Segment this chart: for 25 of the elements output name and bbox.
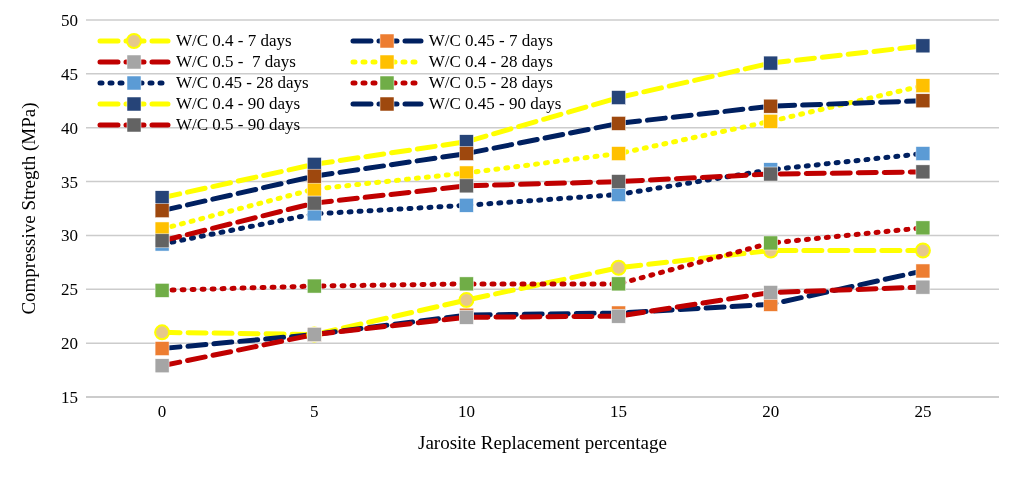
y-tick-label: 30 (61, 226, 78, 246)
x-tick-label: 20 (762, 402, 780, 422)
x-tick-label: 5 (310, 402, 319, 422)
x-tick-label: 15 (610, 402, 628, 422)
x-axis-title: Jarosite Replacement percentage (418, 432, 667, 453)
x-tick-label: 25 (914, 402, 932, 422)
y-tick-label: 20 (61, 334, 78, 354)
y-axis-title: Compressive Stregth (MPa) (17, 102, 40, 315)
y-tick-label: 50 (61, 11, 78, 31)
y-tick-label: 45 (61, 64, 78, 84)
legend-label: W/C 0.4 - 28 days (428, 51, 553, 72)
legend-label: W/C 0.5 - 90 days (176, 114, 301, 135)
y-tick-label: 35 (61, 172, 78, 192)
legend-label: W/C 0.45 - 7 days (428, 30, 553, 51)
legend-label: W/C 0.5 - 28 days (428, 72, 553, 93)
x-tick-label: 0 (157, 402, 167, 422)
legend-label: W/C 0.4 - 90 days (176, 93, 301, 114)
x-tick-label: 10 (457, 402, 475, 422)
legend-label: W/C 0.45 - 28 days (176, 72, 309, 93)
y-tick-label: 15 (61, 388, 78, 408)
y-tick-label: 25 (61, 280, 78, 300)
legend-label: W/C 0.5 - 7 days (176, 51, 296, 72)
legend-label: W/C 0.4 - 7 days (176, 30, 292, 51)
legend-label: W/C 0.45 - 90 days (428, 93, 562, 114)
y-tick-label: 40 (61, 118, 78, 138)
